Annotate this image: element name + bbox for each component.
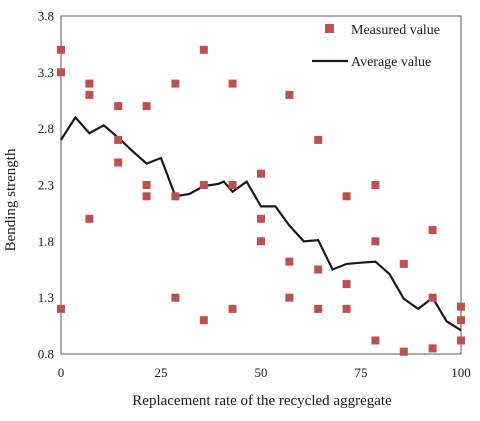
measured-value-point bbox=[457, 316, 465, 325]
measured-value-point bbox=[428, 293, 437, 302]
x-tick-label: 100 bbox=[451, 365, 471, 380]
measured-value-point bbox=[257, 237, 265, 246]
legend-label-average-value: Average value bbox=[351, 55, 431, 70]
measured-value-point bbox=[257, 169, 265, 178]
measured-value-point bbox=[285, 257, 294, 266]
plot-frame bbox=[60, 15, 462, 355]
measured-value-point bbox=[114, 158, 123, 167]
average-value-series bbox=[60, 115, 462, 332]
measured-value-point bbox=[171, 79, 180, 88]
measured-value-point bbox=[171, 192, 180, 201]
measured-value-point bbox=[228, 79, 237, 88]
measured-value-point bbox=[342, 304, 351, 313]
x-tick-label: 25 bbox=[155, 365, 168, 380]
measured-value-point bbox=[285, 90, 294, 99]
measured-value-point bbox=[199, 45, 208, 54]
measured-value-point bbox=[114, 135, 123, 144]
measured-value-point bbox=[228, 304, 237, 313]
measured-value-point bbox=[57, 68, 65, 77]
measured-value-point bbox=[228, 181, 237, 189]
measured-value-point bbox=[142, 192, 151, 201]
measured-value-point bbox=[371, 181, 380, 189]
measured-value-point bbox=[428, 344, 437, 353]
y-tick-label: 3.3 bbox=[38, 65, 54, 80]
y-tick-label: 2.3 bbox=[38, 178, 54, 193]
measured-value-point bbox=[114, 102, 123, 111]
measured-value-point bbox=[171, 293, 180, 302]
measured-value-point bbox=[85, 79, 94, 88]
measured-value-point bbox=[399, 347, 408, 356]
measured-value-point bbox=[57, 304, 65, 313]
measured-value-point bbox=[399, 259, 408, 268]
y-tick-label: 3.8 bbox=[38, 9, 54, 24]
x-axis-ticks: 0 25 50 75 100 bbox=[58, 365, 471, 380]
plot-area bbox=[60, 15, 462, 355]
measured-value-point bbox=[314, 265, 323, 274]
y-axis-label: Bending strength bbox=[3, 148, 19, 251]
measured-value-point bbox=[457, 302, 465, 311]
y-axis-ticks: 0.8 1.3 1.8 2.3 2.8 3.3 3.8 bbox=[38, 9, 54, 362]
legend-marker-measured-value bbox=[325, 24, 334, 33]
measured-value-point bbox=[199, 181, 208, 189]
measured-value-point bbox=[314, 135, 323, 144]
measured-value-point bbox=[85, 90, 94, 99]
y-tick-label: 2.8 bbox=[38, 121, 54, 136]
measured-value-point bbox=[371, 336, 380, 345]
x-tick-label: 50 bbox=[255, 365, 268, 380]
measured-value-point bbox=[257, 214, 265, 223]
measured-value-point bbox=[371, 237, 380, 246]
legend-label-measured-value: Measured value bbox=[351, 23, 440, 38]
measured-value-point bbox=[428, 226, 437, 235]
measured-value-point bbox=[142, 102, 151, 111]
measured-value-point bbox=[85, 214, 94, 223]
y-tick-label: 0.8 bbox=[38, 347, 54, 362]
y-tick-label: 1.3 bbox=[38, 290, 54, 305]
measured-value-point bbox=[342, 280, 351, 289]
legend: Measured value Average value bbox=[312, 23, 440, 70]
measured-value-point bbox=[342, 192, 351, 201]
measured-value-point bbox=[314, 304, 323, 313]
measured-value-point bbox=[285, 293, 294, 302]
measured-value-point bbox=[142, 181, 151, 189]
measured-value-point bbox=[457, 336, 465, 345]
measured-value-point bbox=[199, 316, 208, 325]
x-axis-label: Replacement rate of the recycled aggrega… bbox=[132, 393, 392, 409]
measured-value-series bbox=[57, 45, 465, 356]
x-tick-label: 75 bbox=[355, 365, 368, 380]
average-value-line bbox=[60, 115, 462, 332]
y-tick-label: 1.8 bbox=[38, 234, 54, 249]
measured-value-point bbox=[57, 45, 65, 54]
x-tick-label: 0 bbox=[58, 365, 65, 380]
